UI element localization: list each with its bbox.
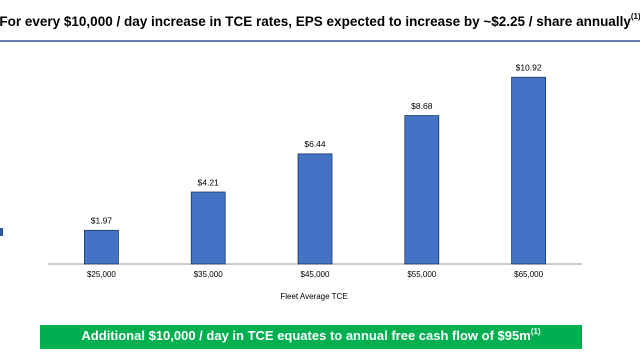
value-label: $10.92 [516, 63, 542, 73]
value-label: $8.68 [411, 101, 433, 111]
x-tick-label: $55,000 [407, 270, 436, 279]
x-tick-label: $45,000 [301, 270, 330, 279]
title-text: For every $10,000 / day increase in TCE … [0, 14, 631, 29]
bar [297, 153, 333, 265]
x-tick-label: $35,000 [194, 270, 223, 279]
x-axis-label: Fleet Average TCE [280, 292, 347, 301]
footer-text: Additional $10,000 / day in TCE equates … [81, 327, 540, 343]
bar [404, 115, 440, 265]
title-note: (1) [631, 12, 640, 21]
footer-box [40, 325, 582, 349]
footer-main: Additional $10,000 / day in TCE equates … [81, 328, 530, 343]
bar [190, 191, 226, 265]
value-label: $4.21 [198, 177, 220, 187]
bar [511, 76, 547, 265]
footer-note: (1) [531, 327, 541, 336]
value-label: $1.97 [91, 216, 113, 226]
value-label: $6.44 [304, 139, 326, 149]
x-tick-label: $65,000 [514, 270, 543, 279]
bar [84, 229, 119, 265]
edge-mark [0, 228, 3, 236]
chart-title: For every $10,000 / day increase in TCE … [0, 12, 640, 28]
x-tick-label: $25,000 [87, 270, 116, 279]
